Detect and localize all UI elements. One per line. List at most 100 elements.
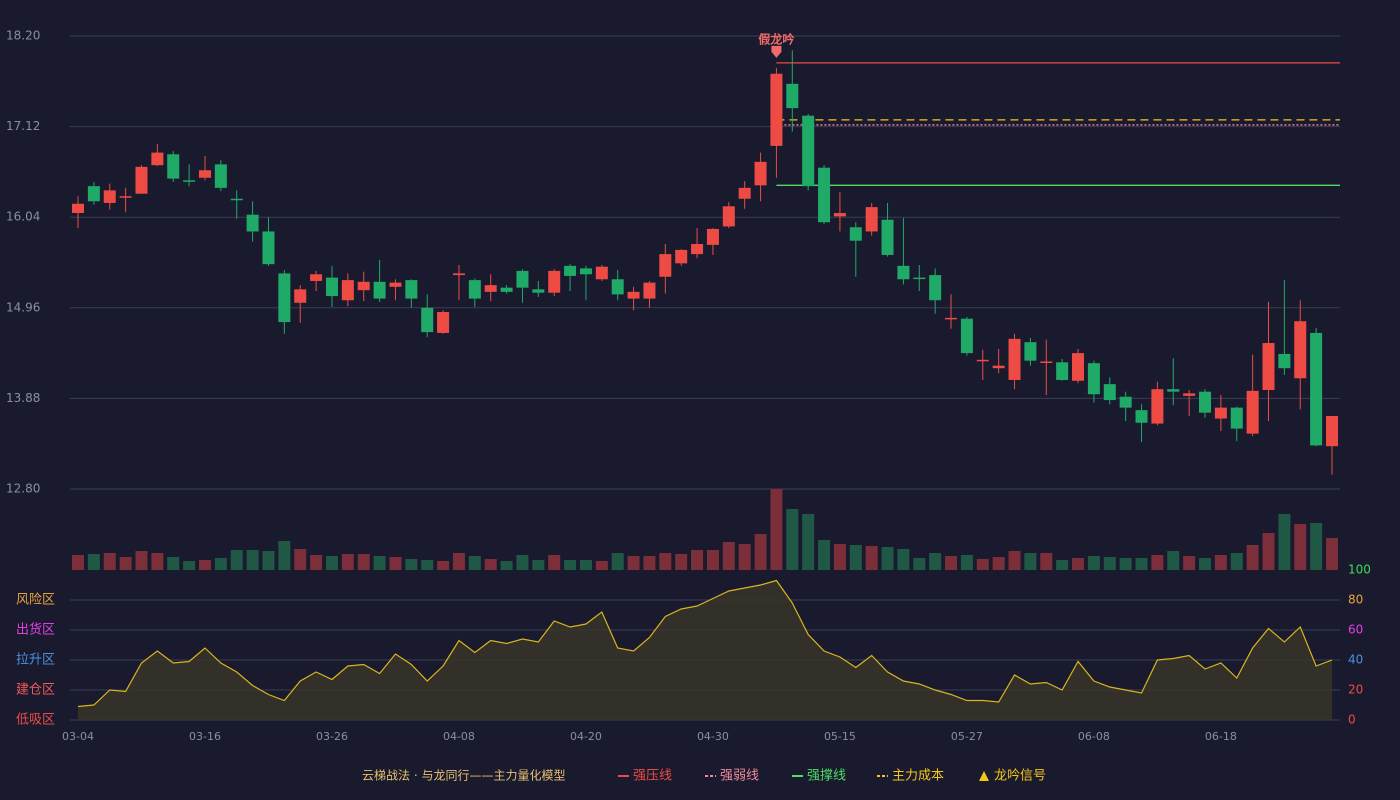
x-tick-label: 04-08 <box>443 730 475 743</box>
candle-body <box>262 231 275 265</box>
candle-body <box>341 280 354 301</box>
volume-bar <box>1008 551 1021 570</box>
legend-label: 龙吟信号 <box>994 768 1046 784</box>
candle-body <box>325 277 338 297</box>
candle-body <box>897 265 910 280</box>
volume-bar <box>579 560 592 570</box>
y-tick-label: 12.80 <box>6 482 40 496</box>
candle-body <box>1262 343 1275 391</box>
zone-label: 出货区 <box>16 622 55 638</box>
volume-bar <box>659 553 672 570</box>
volume-bar <box>198 560 211 570</box>
candle-body <box>72 203 84 214</box>
candle-body <box>405 280 418 299</box>
candle-body <box>1024 342 1037 361</box>
volume-bar <box>738 544 751 570</box>
candle-body <box>865 207 878 232</box>
volume-bar <box>135 551 148 570</box>
candle-body <box>881 219 894 255</box>
candle-body <box>437 311 450 333</box>
volume-bar <box>802 514 815 570</box>
area-line <box>77 579 1333 708</box>
volume-bar <box>770 489 783 570</box>
candle-body <box>1135 410 1148 423</box>
volume-bar <box>500 561 513 570</box>
candle-body <box>278 273 291 323</box>
volume-bar <box>103 553 116 570</box>
candle-body <box>468 280 481 299</box>
candle-body <box>1151 389 1164 424</box>
candle-body <box>310 274 323 281</box>
y-tick-label: 13.88 <box>6 391 40 405</box>
y2-tick-label: 20 <box>1348 683 1363 697</box>
x-tick-label: 03-04 <box>62 730 94 743</box>
candle-body <box>294 289 307 303</box>
volume-bar <box>72 555 84 570</box>
y2-tick-label: 80 <box>1348 593 1363 607</box>
candle-body <box>611 279 624 295</box>
volume-bar <box>294 549 307 570</box>
volume-bar <box>881 547 894 570</box>
zone-label: 拉升区 <box>16 653 55 668</box>
y2-tick-label: 60 <box>1348 623 1363 637</box>
candle-body <box>659 254 672 277</box>
volume-bar <box>960 555 973 570</box>
candle-body <box>929 275 942 301</box>
volume-bar <box>1230 553 1243 570</box>
volume-bar <box>310 555 323 570</box>
candle-body <box>738 187 751 199</box>
candle-body <box>627 291 640 299</box>
candle-body <box>992 365 1005 369</box>
candle-body <box>643 282 656 299</box>
volume-bar <box>325 556 338 570</box>
volume-bar <box>151 553 164 570</box>
y2-tick-label: 100 <box>1348 563 1371 577</box>
volume-bar <box>405 559 418 570</box>
volume-bar <box>1310 523 1323 570</box>
y-tick-label: 16.04 <box>6 210 40 224</box>
volume-bar <box>516 555 529 570</box>
volume-bar <box>1040 553 1053 570</box>
volume-bar <box>929 553 942 570</box>
candle-body <box>1310 332 1323 446</box>
candle-body <box>484 285 497 292</box>
candle-body <box>532 289 545 293</box>
candle-body <box>246 214 259 232</box>
volume-bar <box>865 546 878 570</box>
volume-bar <box>627 556 640 570</box>
x-tick-label: 06-18 <box>1205 730 1237 743</box>
candle-body <box>1167 389 1180 392</box>
candle-body <box>135 166 148 194</box>
candle-body <box>357 281 370 291</box>
volume-bar <box>532 560 545 570</box>
volume-bar <box>1087 556 1100 570</box>
candle-body <box>103 190 116 203</box>
candle-body <box>373 281 386 299</box>
candle-body <box>1056 362 1069 380</box>
volume-bar <box>897 549 910 570</box>
x-tick-label: 03-26 <box>316 730 348 743</box>
candle-body <box>389 282 402 287</box>
volume-bar <box>595 561 608 570</box>
candle-body <box>1119 396 1132 408</box>
candle-body <box>183 180 196 182</box>
y-tick-label: 17.12 <box>6 119 40 133</box>
candle-body <box>1246 390 1259 434</box>
volume-bar <box>1326 538 1338 570</box>
legend-title: 云梯战法 · 与龙同行——主力量化模型 <box>362 769 565 783</box>
volume-bar <box>564 560 577 570</box>
signal-label: 假龙吟 <box>758 31 794 46</box>
volume-bar <box>1262 533 1275 570</box>
volume-bar <box>611 553 624 570</box>
candle-body <box>945 317 958 320</box>
candle-body <box>87 186 100 202</box>
candle-body <box>818 167 831 223</box>
x-tick-label: 05-27 <box>951 730 983 743</box>
candle-body <box>1103 384 1116 401</box>
candle-body <box>230 198 243 201</box>
candle-body <box>214 164 227 188</box>
volume-bar <box>389 557 402 570</box>
candle-body <box>452 273 465 276</box>
candle-body <box>754 161 767 186</box>
volume-bar <box>691 550 704 570</box>
